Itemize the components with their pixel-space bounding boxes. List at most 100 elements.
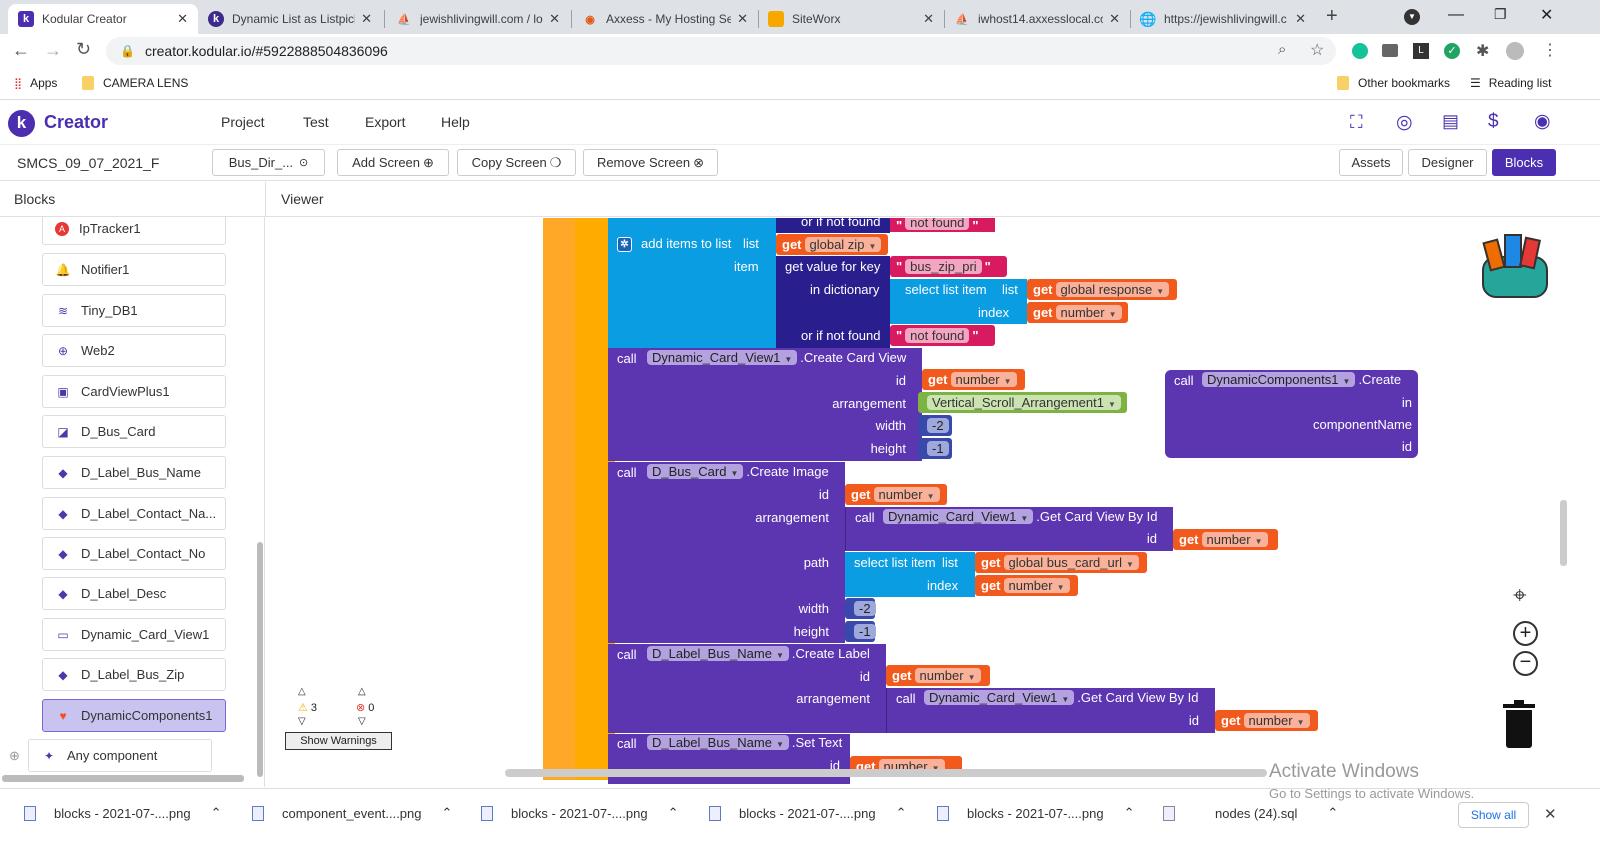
assets-button[interactable]: Assets bbox=[1339, 149, 1403, 176]
zoom-lens-icon[interactable]: ⌕ bbox=[1278, 41, 1287, 58]
close-downloads-icon[interactable]: ✕ bbox=[1544, 806, 1557, 823]
text-block-bus-zip-pri[interactable]: " bus_zip_pri " bbox=[890, 256, 1007, 277]
new-tab-button[interactable]: + bbox=[1326, 5, 1338, 27]
show-warnings-button[interactable]: Show Warnings bbox=[285, 732, 392, 750]
select-list-item-block[interactable]: select list item list index bbox=[890, 279, 1027, 324]
component-dropdown[interactable]: D_Label_Bus_Name ▼ bbox=[647, 735, 789, 750]
download-item[interactable]: component_event....png ⌃ bbox=[252, 805, 452, 821]
component-dropdown[interactable]: Vertical_Scroll_Arrangement1 ▼ bbox=[927, 395, 1121, 410]
component-notifier1[interactable]: 🔔 Notifier1 bbox=[42, 253, 226, 286]
url-bar[interactable]: 🔒 creator.kodular.io/#5922888504836096 ⌕… bbox=[106, 37, 1336, 65]
get-global-bus-card-url[interactable]: get global bus_card_url ▼ bbox=[975, 552, 1147, 573]
create-card-view-block[interactable]: call Dynamic_Card_View1 ▼ .Create Card Vie… bbox=[608, 348, 922, 461]
select-list-item-block[interactable]: select list item list index bbox=[845, 552, 975, 597]
screen-selector[interactable]: Bus_Dir_... ⊙ bbox=[212, 149, 325, 176]
tab-search-icon[interactable]: ▼ bbox=[1404, 9, 1420, 25]
tab-https-jewishlivingwill[interactable]: 🌐 https://jewishlivingwill.c ✕ bbox=[1139, 10, 1306, 27]
kodular-logo[interactable]: k bbox=[8, 110, 35, 137]
variable-dropdown[interactable]: number▼ bbox=[1055, 305, 1122, 320]
variable-dropdown[interactable]: number▼ bbox=[873, 487, 940, 502]
add-screen-button[interactable]: Add Screen ⊕ bbox=[337, 149, 449, 176]
component-dropdown[interactable]: D_Bus_Card ▼ bbox=[647, 464, 744, 479]
add-items-to-list-block[interactable]: ✲ add items to list list item bbox=[608, 234, 776, 348]
chevron-up-icon[interactable]: ⌃ bbox=[1327, 805, 1339, 820]
component-cardviewplus1[interactable]: ▣ CardViewPlus1 bbox=[42, 375, 226, 408]
vertical-scroll-arrangement-block[interactable]: Vertical_Scroll_Arrangement1 ▼ bbox=[918, 392, 1127, 413]
zoom-in-button[interactable]: + bbox=[1513, 621, 1538, 646]
chevron-up-icon[interactable]: ⌃ bbox=[441, 805, 453, 820]
l-extension-icon[interactable]: L bbox=[1413, 43, 1429, 59]
create-image-block[interactable]: call D_Bus_Card ▼ .Create Image id arrange… bbox=[608, 462, 845, 643]
tab-siteworx[interactable]: SiteWorx ✕ bbox=[758, 4, 944, 34]
profile-avatar[interactable] bbox=[1506, 42, 1524, 60]
designer-button[interactable]: Designer bbox=[1408, 149, 1487, 176]
dynamic-components-create-block[interactable]: call DynamicComponents1 ▼ .Create in compo… bbox=[1165, 370, 1418, 458]
text-block[interactable]: " not found " bbox=[890, 218, 995, 233]
forward-button[interactable]: → bbox=[44, 40, 62, 60]
component-d-label-bus-zip[interactable]: ◆ D_Label_Bus_Zip bbox=[42, 658, 226, 691]
variable-dropdown[interactable]: global zip ▼ bbox=[804, 237, 882, 252]
chrome-menu-icon[interactable]: ⋮ bbox=[1542, 42, 1558, 59]
number-block[interactable]: -1 bbox=[918, 438, 952, 459]
variable-dropdown[interactable]: global bus_card_url ▼ bbox=[1003, 555, 1139, 570]
component-dynamiccomponents1[interactable]: ♥ DynamicComponents1 bbox=[42, 699, 226, 732]
get-global-zip[interactable]: get global zip ▼ bbox=[776, 234, 888, 255]
other-bookmarks[interactable]: Other bookmarks bbox=[1337, 76, 1450, 90]
number-block[interactable]: -2 bbox=[845, 598, 876, 619]
component-dropdown[interactable]: DynamicComponents1 ▼ bbox=[1202, 372, 1356, 387]
copy-screen-button[interactable]: Copy Screen ❍ bbox=[457, 149, 576, 176]
workspace-horizontal-scrollbar[interactable] bbox=[505, 769, 1267, 777]
reading-list[interactable]: ☰ Reading list bbox=[1470, 76, 1552, 90]
component-d-label-contact-no[interactable]: ◆ D_Label_Contact_No bbox=[42, 537, 226, 570]
component-tiny-db1[interactable]: ≋ Tiny_DB1 bbox=[42, 294, 226, 327]
component-d-bus-card[interactable]: ◪ D_Bus_Card bbox=[42, 415, 226, 448]
expand-icon[interactable]: ⊕ bbox=[9, 748, 20, 763]
close-icon[interactable]: ✕ bbox=[177, 11, 188, 26]
tab-kodular-creator[interactable]: k Kodular Creator ✕ bbox=[8, 4, 198, 34]
apps-bookmark[interactable]: ⣿ Apps bbox=[14, 76, 58, 90]
check-extension-icon[interactable]: ✓ bbox=[1444, 43, 1460, 59]
backpack-icon[interactable] bbox=[1478, 232, 1552, 300]
create-label-block[interactable]: call D_Label_Bus_Name ▼ .Create Label id a… bbox=[608, 644, 886, 733]
blocks-workspace[interactable]: or if not found " not found " ✲ add items … bbox=[266, 218, 1600, 788]
component-dropdown[interactable]: Dynamic_Card_View1 ▼ bbox=[924, 690, 1075, 705]
workspace-vertical-scrollbar[interactable] bbox=[1560, 500, 1567, 566]
variable-dropdown[interactable]: global response ▼ bbox=[1055, 282, 1170, 297]
mutator-gear-icon[interactable]: ✲ bbox=[617, 237, 632, 252]
trash-icon[interactable] bbox=[1503, 700, 1535, 748]
close-icon[interactable]: ✕ bbox=[1109, 11, 1120, 26]
grammarly-icon[interactable] bbox=[1352, 43, 1368, 59]
blocks-button[interactable]: Blocks bbox=[1492, 149, 1556, 176]
chevron-up-icon[interactable]: ⌃ bbox=[667, 805, 679, 820]
get-card-view-by-id-block[interactable]: call Dynamic_Card_View1 ▼ .Get Card View B… bbox=[845, 507, 1173, 551]
close-icon[interactable]: ✕ bbox=[549, 11, 560, 26]
show-all-downloads-button[interactable]: Show all bbox=[1458, 802, 1529, 828]
close-icon[interactable]: ✕ bbox=[923, 11, 934, 26]
component-d-label-contact-name[interactable]: ◆ D_Label_Contact_Na... bbox=[42, 497, 226, 530]
variable-dropdown[interactable]: number▼ bbox=[1243, 713, 1310, 728]
menu-project[interactable]: Project bbox=[221, 114, 265, 130]
download-item[interactable]: blocks - 2021-07-....png ⌃ bbox=[937, 805, 1134, 821]
zoom-out-button[interactable]: − bbox=[1513, 651, 1538, 676]
restore-button[interactable]: ❐ bbox=[1494, 6, 1507, 22]
variable-dropdown[interactable]: number▼ bbox=[914, 668, 981, 683]
text-block-not-found[interactable]: " not found " bbox=[890, 325, 995, 346]
close-icon[interactable]: ✕ bbox=[737, 11, 748, 26]
horizontal-scrollbar[interactable] bbox=[2, 775, 244, 782]
close-icon[interactable]: ✕ bbox=[1295, 11, 1306, 26]
tab-jewishlivingwill[interactable]: ⛵ jewishlivingwill.com / lo ✕ bbox=[397, 11, 560, 26]
close-window-button[interactable]: ✕ bbox=[1540, 7, 1554, 24]
download-item[interactable]: blocks - 2021-07-....png ⌃ bbox=[709, 805, 906, 821]
download-item[interactable]: nodes (24).sql ⌃ bbox=[1163, 805, 1338, 821]
download-item[interactable]: blocks - 2021-07-....png ⌃ bbox=[24, 805, 221, 821]
dollar-icon[interactable]: $ bbox=[1488, 111, 1499, 132]
variable-dropdown[interactable]: number▼ bbox=[1003, 578, 1070, 593]
component-iptracker1[interactable]: A IpTracker1 bbox=[42, 217, 226, 245]
component-d-label-desc[interactable]: ◆ D_Label_Desc bbox=[42, 577, 226, 610]
reload-button[interactable]: ↻ bbox=[76, 39, 92, 59]
